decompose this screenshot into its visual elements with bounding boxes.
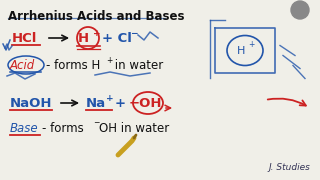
Circle shape <box>291 1 309 19</box>
Text: NaOH: NaOH <box>10 96 52 109</box>
Text: in water: in water <box>111 58 163 71</box>
Text: + Cl: + Cl <box>102 31 132 44</box>
Text: +: + <box>106 55 112 64</box>
Text: +: + <box>248 40 254 49</box>
Text: Na: Na <box>86 96 106 109</box>
Text: - forms H: - forms H <box>46 58 100 71</box>
Text: - forms: - forms <box>42 122 87 134</box>
Text: 2A: 2A <box>295 7 305 13</box>
Text: H: H <box>237 46 245 55</box>
Text: H: H <box>78 31 89 44</box>
Text: OH in water: OH in water <box>99 122 169 134</box>
Text: +: + <box>93 28 100 37</box>
Text: J. Studies: J. Studies <box>268 163 310 172</box>
Text: Acid: Acid <box>10 58 35 71</box>
Text: +: + <box>106 93 114 102</box>
Text: Base: Base <box>10 122 39 134</box>
Text: HCl: HCl <box>12 31 37 44</box>
Text: −OH: −OH <box>129 96 163 109</box>
Text: −: − <box>130 28 138 37</box>
Text: −: − <box>93 118 100 127</box>
Text: Arrhenius Acids and Bases: Arrhenius Acids and Bases <box>8 10 185 23</box>
Text: +: + <box>115 96 131 109</box>
